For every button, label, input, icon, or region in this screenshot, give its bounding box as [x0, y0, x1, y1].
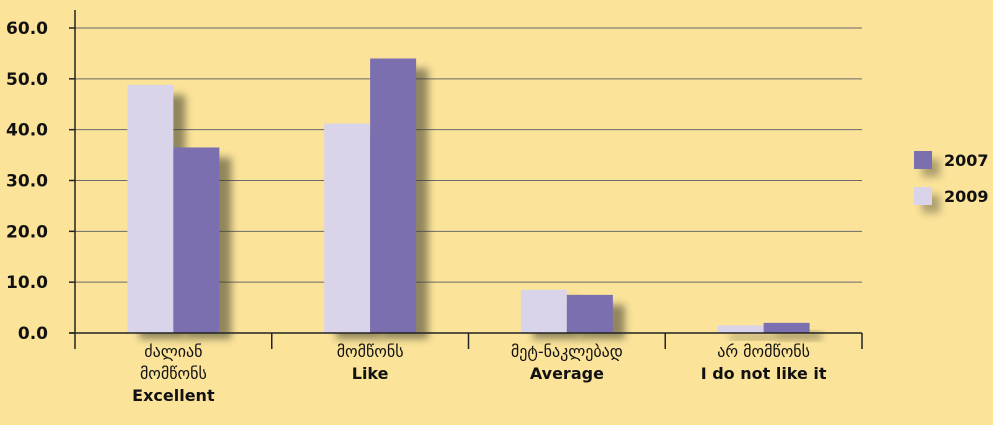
bar-2007	[566, 294, 613, 333]
y-tick-label: 50.0	[6, 70, 48, 90]
category-label: Excellent	[132, 386, 215, 405]
y-tick-label: 40.0	[6, 121, 48, 141]
category-label: Like	[352, 364, 389, 383]
y-tick-labels: 0.0 10.0 20.0 30.0 40.0 50.0 60.0	[6, 19, 48, 344]
bar-shadow	[729, 335, 776, 339]
category-label: მეტ-ნაკლებად	[511, 342, 623, 361]
y-tick-label: 0.0	[18, 324, 48, 344]
legend: 2007 2009	[914, 151, 989, 213]
legend-label: 2007	[944, 151, 989, 170]
legend-label: 2009	[944, 187, 989, 206]
y-tick-label: 60.0	[6, 19, 48, 39]
legend-swatch-2007	[914, 151, 932, 169]
bar-2009	[324, 123, 371, 333]
category-label: მომწონს	[140, 364, 207, 383]
bar-2007	[763, 322, 810, 333]
category-label: მომწონს	[337, 342, 404, 361]
bar-2009	[127, 84, 174, 333]
bar-2007	[173, 147, 220, 333]
x-category-labels: ძალიან მომწონს Excellent მომწონს Like მეტ-ნაკ…	[132, 342, 827, 405]
category-label: I do not like it	[701, 364, 827, 383]
category-label: Average	[530, 364, 604, 383]
legend-swatch-2009	[914, 187, 932, 205]
bar-2009	[717, 325, 764, 333]
y-tick-label: 20.0	[6, 222, 48, 242]
category-label: ძალიან	[144, 342, 202, 361]
y-tick-label: 30.0	[6, 172, 48, 192]
y-tick-label: 10.0	[6, 273, 48, 293]
bar-2007	[370, 58, 417, 333]
bar-2009	[520, 289, 567, 333]
category-label: არ მომწონს	[717, 342, 810, 361]
bar-shadows	[139, 68, 822, 339]
bar-shadow	[775, 332, 822, 339]
bars	[127, 58, 810, 333]
axes	[69, 10, 863, 349]
